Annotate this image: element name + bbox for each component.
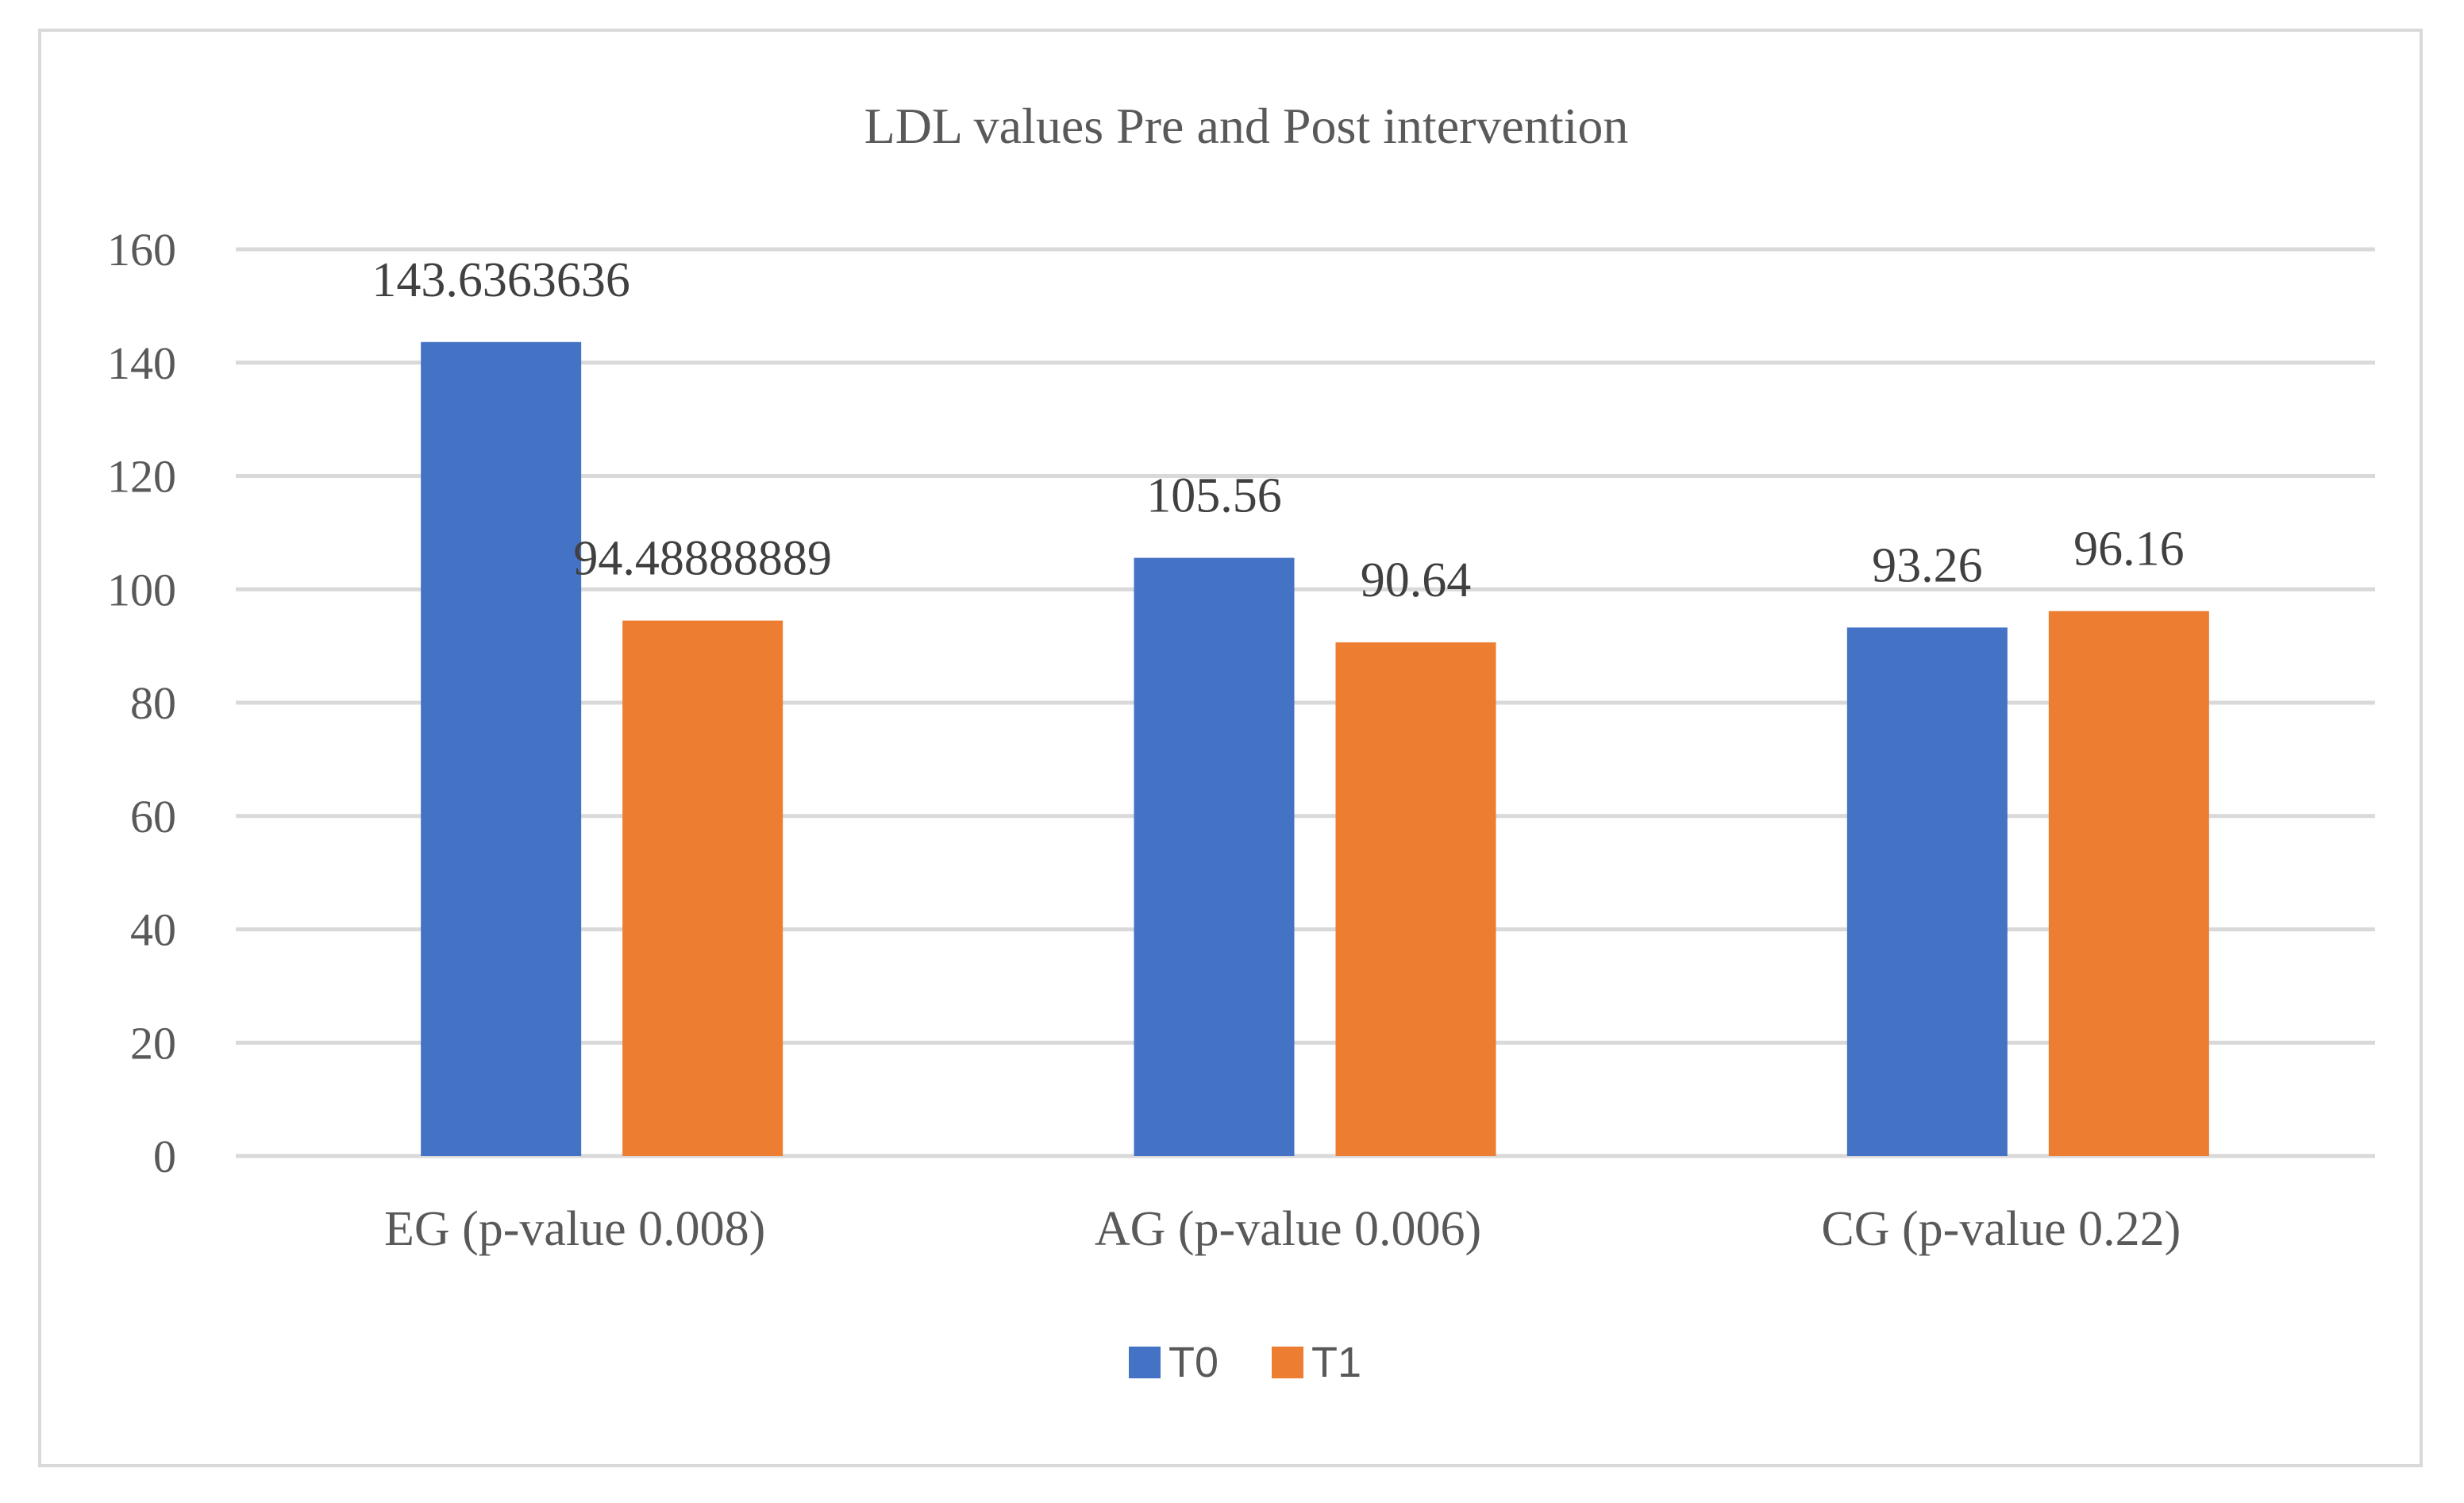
legend-label-t0: T0 bbox=[1168, 1339, 1219, 1386]
legend-swatch-t1 bbox=[1272, 1347, 1303, 1378]
chart-title: LDL values Pre and Post intervention bbox=[864, 98, 1629, 154]
legend-swatch-t0 bbox=[1129, 1347, 1161, 1378]
chart-svg: LDL values Pre and Post intervention 0 20… bbox=[107, 98, 2375, 1386]
bar-t1-2 bbox=[2048, 611, 2209, 1156]
gridlines bbox=[236, 247, 2375, 1158]
x-category-label: EG (p-value 0.008) bbox=[384, 1202, 765, 1256]
data-label-t1-1: 90.64 bbox=[1361, 553, 1472, 607]
y-tick-label: 160 bbox=[107, 224, 176, 276]
chart-frame: LDL values Pre and Post intervention 0 20… bbox=[38, 29, 2423, 1467]
data-label-t0-2: 93.26 bbox=[1872, 538, 1983, 592]
data-label-t1-0: 94.48888889 bbox=[573, 532, 832, 586]
data-label-t0-0: 143.6363636 bbox=[372, 253, 630, 307]
x-axis-categories: EG (p-value 0.008) AG (p-value 0.006) CG (… bbox=[384, 1202, 2181, 1256]
bar-t1-0 bbox=[622, 620, 783, 1156]
y-tick-label: 40 bbox=[130, 904, 176, 956]
bar-t0-2 bbox=[1846, 627, 2008, 1156]
bars bbox=[421, 341, 2209, 1157]
y-tick-label: 140 bbox=[107, 337, 176, 389]
y-tick-label: 20 bbox=[130, 1017, 176, 1069]
y-tick-label: 80 bbox=[130, 677, 176, 729]
y-tick-label: 100 bbox=[107, 564, 176, 615]
data-label-t0-1: 105.56 bbox=[1146, 469, 1282, 523]
data-label-t1-2: 96.16 bbox=[2073, 522, 2185, 576]
legend: T0 T1 bbox=[1129, 1339, 1361, 1386]
bar-t0-0 bbox=[421, 341, 582, 1157]
bar-t0-1 bbox=[1134, 557, 1295, 1156]
x-category-label: CG (p-value 0.22) bbox=[1821, 1202, 2181, 1256]
y-tick-label: 0 bbox=[153, 1131, 176, 1182]
legend-label-t1: T1 bbox=[1311, 1339, 1361, 1386]
data-labels: 143.6363636 94.48888889 105.56 90.64 93.26 96… bbox=[372, 253, 2184, 607]
y-tick-label: 120 bbox=[107, 451, 176, 503]
bar-t1-1 bbox=[1335, 642, 1496, 1156]
y-axis-ticks: 0 20 40 60 80 100 120 140 160 bbox=[107, 224, 176, 1182]
y-tick-label: 60 bbox=[130, 791, 176, 842]
x-category-label: AG (p-value 0.006) bbox=[1095, 1202, 1481, 1256]
